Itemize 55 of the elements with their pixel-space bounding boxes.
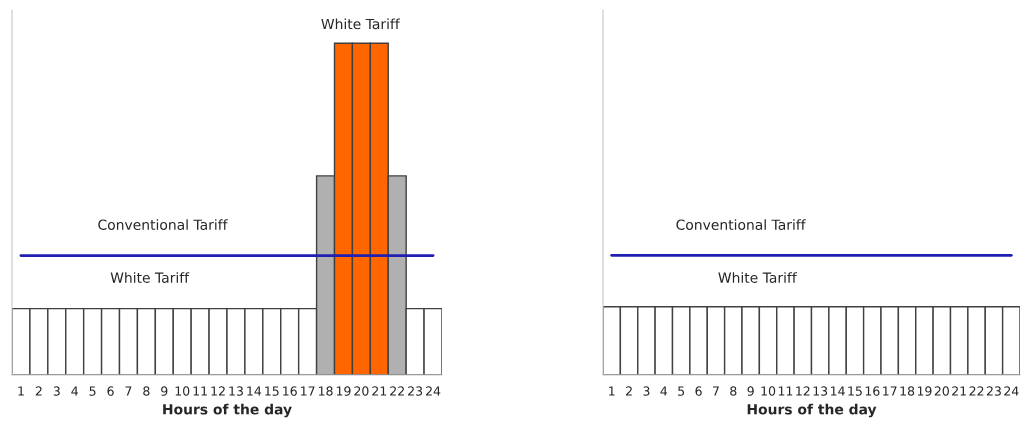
x-tick-label: 22 <box>390 386 404 396</box>
text: Conventional Tariff <box>676 219 806 230</box>
annotation: Conventional Tariff <box>98 219 228 230</box>
annotation: White Tariff <box>110 272 190 283</box>
x-tick-label: 7 <box>712 386 719 396</box>
x-tick-label: 12 <box>211 386 225 396</box>
x-tick-label: 4 <box>660 386 668 396</box>
x-axis-title: Hours of the day <box>747 403 877 418</box>
x-tick-label: 9 <box>747 386 754 396</box>
x-tick-label: 15 <box>265 386 279 396</box>
x-tick-label: 5 <box>678 386 685 396</box>
x-tick-label: 21 <box>952 386 966 396</box>
x-tick-label: 24 <box>1004 386 1019 396</box>
x-tick-label: 22 <box>969 386 984 396</box>
x-tick-label: 6 <box>695 386 702 396</box>
x-tick-label: 13 <box>813 386 828 396</box>
x-tick-label: 12 <box>796 386 810 396</box>
x-axis-title: Hours of the day <box>163 403 292 418</box>
x-tick-label: 23 <box>986 386 1001 396</box>
x-tick-label: 17 <box>301 386 315 396</box>
annotation: White Tariff <box>718 272 797 283</box>
x-tick-label: 16 <box>865 386 880 396</box>
x-tick-label: 16 <box>283 386 297 396</box>
x-tick-label: 20 <box>354 386 369 396</box>
x-tick-label: 4 <box>71 386 78 396</box>
x-tick-label: 10 <box>761 386 776 396</box>
x-tick-label: 13 <box>229 386 243 396</box>
x-tick-label: 17 <box>883 386 897 396</box>
x-tick-label: 11 <box>778 386 793 396</box>
x-tick-label: 1 <box>18 386 24 396</box>
x-tick-label: 21 <box>372 386 387 396</box>
x-tick-label: 9 <box>161 386 168 396</box>
x-tick-label: 18 <box>318 386 333 396</box>
x-tick-label: 3 <box>643 386 650 396</box>
x-tick-label: 15 <box>848 386 862 396</box>
x-tick-label: 2 <box>626 386 632 396</box>
x-tick-label: 24 <box>426 386 441 396</box>
x-tick-label: 11 <box>193 386 207 396</box>
x-tick-label: 23 <box>408 386 423 396</box>
x-tick-label: 8 <box>143 386 150 396</box>
x-tick-label: 3 <box>53 386 60 396</box>
x-tick-label: 8 <box>730 386 737 396</box>
x-tick-label: 14 <box>247 386 262 396</box>
x-tick-label: 20 <box>934 386 949 396</box>
x-tick-label: 6 <box>107 386 114 396</box>
x-tick-label: 1 <box>609 386 615 396</box>
x-tick-label: 2 <box>35 386 42 396</box>
x-tick-label: 18 <box>900 386 915 396</box>
x-tick-label: 10 <box>175 386 190 396</box>
x-tick-label: 19 <box>336 386 351 396</box>
x-tick-label: 19 <box>917 386 932 396</box>
x-tick-label: 7 <box>125 386 132 396</box>
x-tick-label: 14 <box>830 386 845 396</box>
text: White Tariff <box>321 18 400 30</box>
x-tick-label: 5 <box>89 386 96 396</box>
